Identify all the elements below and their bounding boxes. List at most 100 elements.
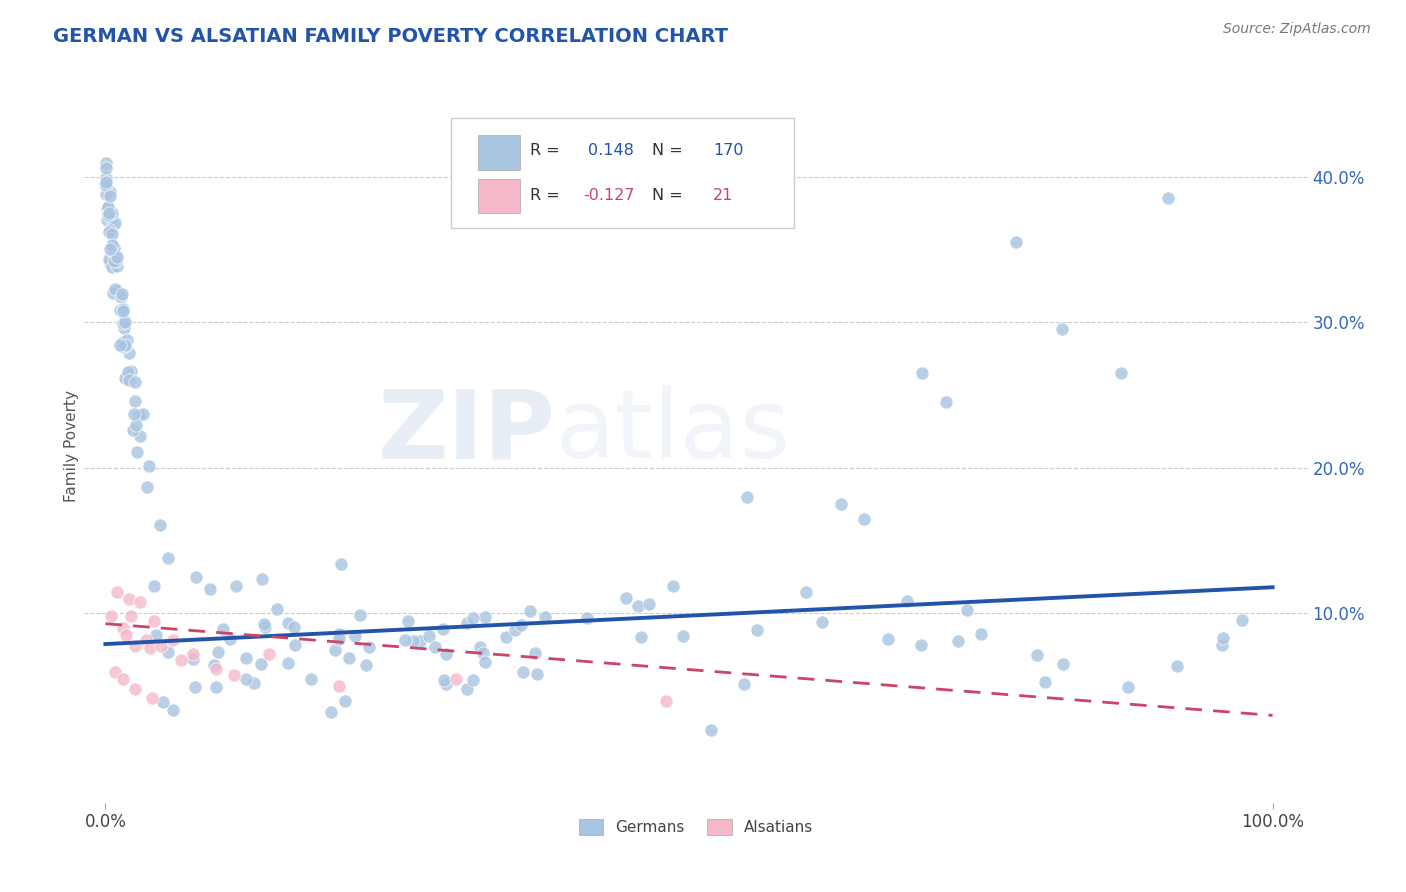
Point <box>114 338 136 352</box>
Point <box>1156 191 1178 205</box>
Point <box>503 624 526 638</box>
Point <box>495 630 517 644</box>
Point <box>218 632 240 646</box>
Legend: Germans, Alsatians: Germans, Alsatians <box>572 814 820 841</box>
Point <box>103 286 125 301</box>
Point <box>328 632 350 647</box>
Point <box>396 615 419 629</box>
Point <box>328 679 350 693</box>
Point <box>456 682 478 697</box>
Point <box>152 695 174 709</box>
Text: 0.148: 0.148 <box>588 144 634 159</box>
Point <box>122 423 145 437</box>
Point <box>614 591 637 605</box>
Point <box>96 213 118 227</box>
Point <box>94 177 117 191</box>
Point <box>672 629 695 643</box>
Point <box>461 610 484 624</box>
Point <box>114 315 136 329</box>
Point <box>104 282 127 296</box>
Text: N =: N = <box>652 144 688 159</box>
Point <box>124 393 146 408</box>
Point <box>125 418 148 433</box>
Point <box>745 624 768 638</box>
Point <box>129 428 152 442</box>
Point <box>170 653 193 667</box>
Point <box>101 260 124 274</box>
Text: -0.127: -0.127 <box>583 187 636 202</box>
Point <box>575 611 598 625</box>
Text: 21: 21 <box>713 187 734 202</box>
Text: atlas: atlas <box>555 385 790 478</box>
Point <box>98 222 121 236</box>
Point <box>830 497 852 511</box>
Point <box>408 634 430 648</box>
Point <box>108 338 131 352</box>
Point <box>97 208 120 222</box>
Point <box>105 284 128 298</box>
Point <box>94 178 117 192</box>
Point <box>1033 675 1056 690</box>
Point <box>200 582 222 597</box>
Point <box>162 632 184 647</box>
Text: N =: N = <box>652 187 688 202</box>
Point <box>627 599 650 613</box>
Point <box>733 677 755 691</box>
Point <box>114 339 136 353</box>
Point <box>235 651 257 665</box>
Point <box>104 216 127 230</box>
Point <box>853 512 876 526</box>
Point <box>266 602 288 616</box>
Point <box>117 365 139 379</box>
Point <box>534 610 557 624</box>
Point <box>124 639 146 653</box>
Point <box>319 705 342 719</box>
Point <box>512 665 534 679</box>
Point <box>235 672 257 686</box>
Point <box>1004 235 1026 249</box>
Text: 170: 170 <box>713 144 744 159</box>
Point <box>699 723 721 737</box>
Point <box>434 677 457 691</box>
Point <box>94 161 117 175</box>
Point <box>157 550 180 565</box>
Point <box>128 408 150 422</box>
Point <box>328 626 350 640</box>
Point <box>277 656 299 670</box>
Point <box>105 259 128 273</box>
Point <box>120 609 142 624</box>
Point <box>1166 658 1188 673</box>
Point <box>910 638 932 652</box>
FancyBboxPatch shape <box>451 118 794 228</box>
Point <box>242 675 264 690</box>
Point <box>896 593 918 607</box>
Point <box>250 657 273 671</box>
Point <box>474 655 496 669</box>
Point <box>104 248 127 262</box>
Point <box>253 616 276 631</box>
Point <box>184 570 207 584</box>
Point <box>344 629 367 643</box>
Point <box>103 256 125 270</box>
Point <box>124 682 146 697</box>
Point <box>222 667 245 681</box>
Point <box>112 321 135 335</box>
Point <box>423 640 446 655</box>
Point <box>662 579 685 593</box>
Point <box>444 672 467 686</box>
Text: GERMAN VS ALSATIAN FAMILY POVERTY CORRELATION CHART: GERMAN VS ALSATIAN FAMILY POVERTY CORREL… <box>53 27 728 45</box>
Point <box>111 621 134 635</box>
Text: Source: ZipAtlas.com: Source: ZipAtlas.com <box>1223 22 1371 37</box>
Point <box>257 647 280 661</box>
Point <box>1025 648 1047 663</box>
Point <box>97 200 120 214</box>
Point <box>103 242 125 256</box>
Point <box>111 304 134 318</box>
Point <box>207 645 229 659</box>
Point <box>1211 638 1233 652</box>
Point <box>97 225 120 239</box>
Point <box>94 156 117 170</box>
Point <box>96 187 118 202</box>
Point <box>471 646 494 660</box>
Point <box>111 672 134 686</box>
